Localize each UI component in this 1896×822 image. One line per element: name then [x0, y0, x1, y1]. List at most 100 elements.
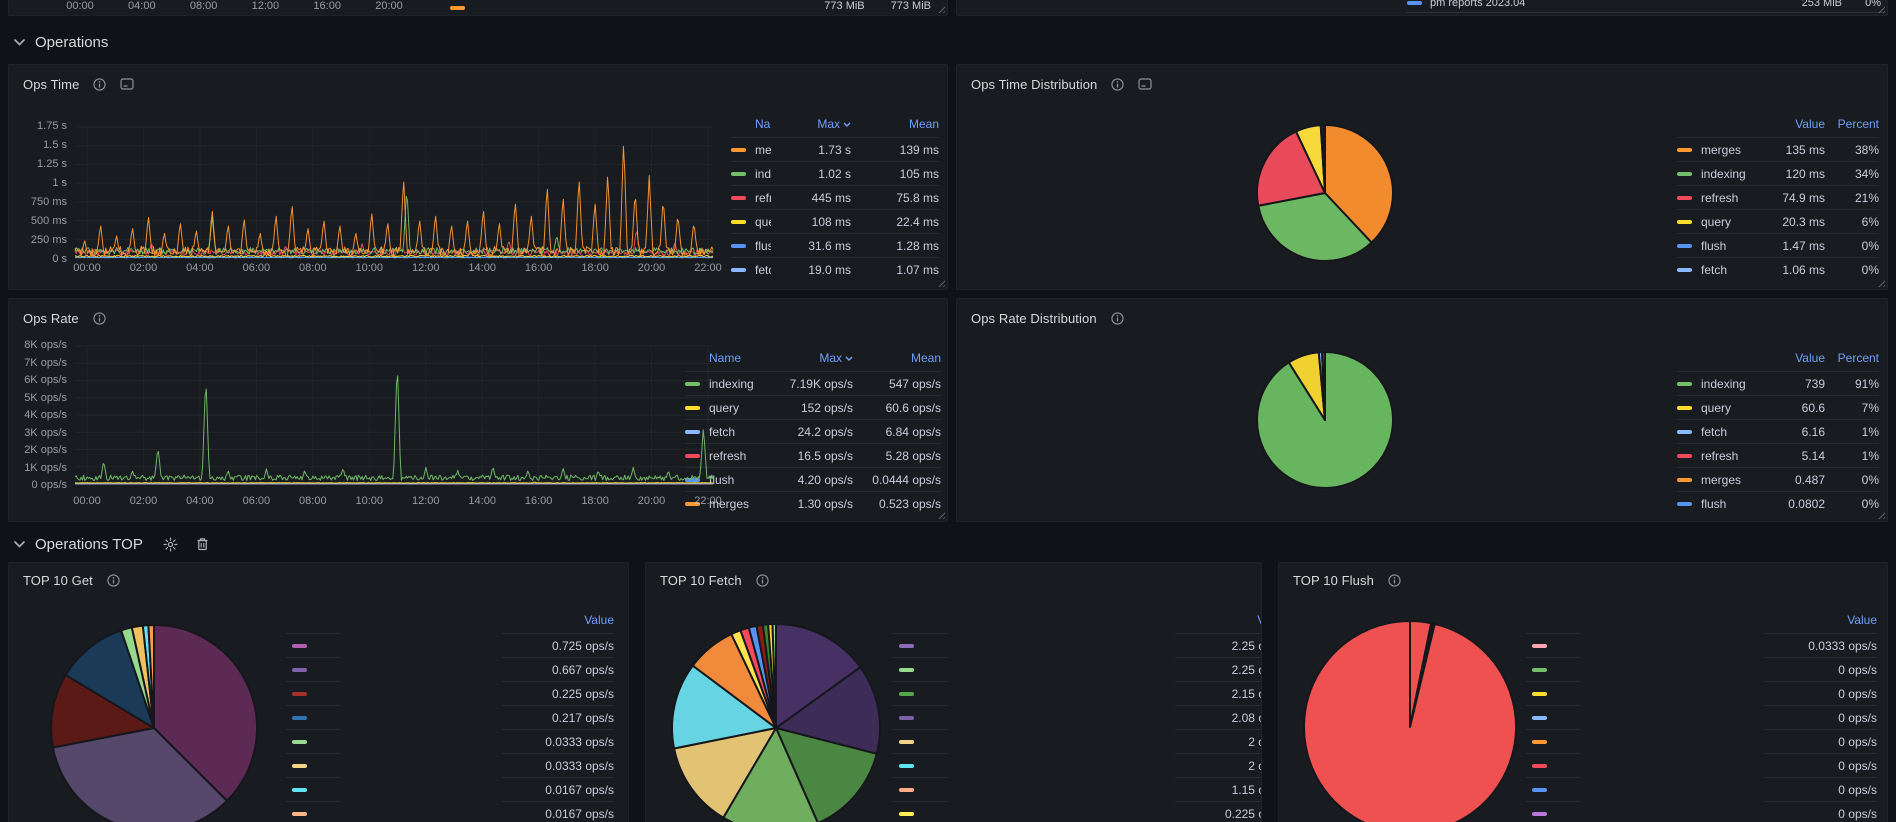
panel-title[interactable]: TOP 10 Flush: [1293, 572, 1374, 588]
legend-dash: [1677, 219, 1692, 224]
legend-header-value[interactable]: Value: [584, 613, 614, 627]
legend-dash: [899, 739, 914, 744]
legend-series-name[interactable]: flush: [755, 238, 771, 253]
legend-series-name[interactable]: fetch: [709, 424, 736, 439]
axis-tick-label: 04:00: [186, 262, 214, 274]
legend-header-row: Value: [893, 607, 1261, 633]
legend-series-name[interactable]: indexing: [755, 166, 771, 181]
legend-series-name[interactable]: query: [1701, 214, 1732, 229]
legend-percent: 7%: [1861, 400, 1879, 415]
legend-header-value[interactable]: Value: [1795, 351, 1825, 365]
panel-resize-handle[interactable]: [936, 510, 945, 519]
legend-series-name[interactable]: fetch: [755, 262, 771, 277]
info-icon[interactable]: [1388, 573, 1401, 587]
legend-series-name[interactable]: query: [1701, 400, 1732, 415]
legend-series-name[interactable]: merges: [755, 142, 771, 157]
legend-mean-value: 6.84 ops/s: [885, 424, 941, 439]
row-header-operations[interactable]: Operations: [0, 22, 514, 62]
legend-series-name[interactable]: refresh: [709, 448, 747, 463]
legend-header-row: Name Max Mean: [685, 345, 941, 371]
info-icon[interactable]: [756, 573, 769, 587]
legend-value: 2.25 ops/s: [1175, 657, 1261, 681]
panel-title[interactable]: TOP 10 Get: [23, 572, 93, 588]
legend-value: 0.487: [1794, 472, 1825, 487]
info-icon[interactable]: [107, 573, 120, 587]
panel-title[interactable]: Ops Rate Distribution: [971, 310, 1097, 326]
panel-title[interactable]: TOP 10 Fetch: [660, 572, 742, 588]
legend-max-value: 7.19K ops/s: [789, 376, 853, 391]
legend-header-max[interactable]: Max: [771, 117, 851, 131]
legend-row: indexing 120 ms 34%: [1677, 161, 1879, 185]
legend-header-name[interactable]: Name: [755, 117, 771, 131]
legend-header-max[interactable]: Max: [773, 351, 853, 365]
legend-header-percent[interactable]: Percent: [1837, 351, 1879, 365]
legend-series-name[interactable]: refresh: [1701, 190, 1739, 205]
top10-fetch-pie[interactable]: [646, 563, 1262, 822]
panel-resize-handle[interactable]: [936, 4, 945, 13]
legend-max-value: 445 ms: [811, 190, 851, 205]
axis-tick-label: 18:00: [581, 262, 609, 274]
panel-resize-handle[interactable]: [1876, 278, 1885, 287]
gear-icon[interactable]: [163, 537, 178, 552]
info-icon[interactable]: [93, 77, 107, 91]
legend-series-name[interactable]: indexing: [1701, 376, 1746, 391]
ops-rate-chart[interactable]: [9, 299, 948, 522]
legend-header-mean[interactable]: Mean: [908, 117, 939, 131]
legend-series-name[interactable]: merges: [1701, 142, 1742, 157]
legend-row: refresh 16.5 ops/s 5.28 ops/s: [685, 443, 941, 467]
legend-dash: [731, 267, 746, 272]
stat-value: 773 MiB: [824, 0, 865, 12]
panel-resize-handle[interactable]: [1876, 4, 1885, 13]
info-icon[interactable]: [93, 311, 106, 325]
legend-dash: [685, 381, 700, 386]
panel-title[interactable]: Ops Time Distribution: [971, 76, 1098, 92]
info-icon[interactable]: [1111, 311, 1124, 325]
legend-series-name[interactable]: merges: [709, 496, 750, 511]
legend-header-value[interactable]: Value: [1847, 613, 1877, 627]
legend-header-name[interactable]: Name: [709, 351, 742, 365]
top10-get-pie[interactable]: [9, 563, 629, 822]
row-title[interactable]: Operations: [35, 33, 109, 51]
legend-series-name[interactable]: query: [709, 400, 740, 415]
axis-tick-label: 2K ops/s: [24, 444, 67, 456]
legend-series-name[interactable]: merges: [1701, 472, 1742, 487]
info-icon[interactable]: [1111, 77, 1125, 91]
legend-header-value[interactable]: Value: [1795, 117, 1825, 131]
legend-series-name[interactable]: indexing: [709, 376, 754, 391]
panel-resize-handle[interactable]: [936, 278, 945, 287]
legend-header-percent[interactable]: Percent: [1837, 117, 1879, 131]
ops-time-chart[interactable]: [9, 65, 948, 290]
panel-title[interactable]: Ops Rate: [23, 310, 79, 326]
legend-header-mean[interactable]: Mean: [910, 351, 941, 365]
legend-series-name[interactable]: flush: [1701, 496, 1727, 511]
chevron-down-icon[interactable]: [14, 540, 25, 548]
legend-series-name[interactable]: fetch: [1701, 262, 1728, 277]
row-header-operations-top[interactable]: Operations TOP: [0, 526, 514, 562]
legend-series-name[interactable]: query: [755, 214, 771, 229]
legend-dash: [899, 787, 914, 792]
panel-resize-handle[interactable]: [1876, 510, 1885, 519]
panel-title[interactable]: Ops Time: [23, 76, 80, 92]
row-title[interactable]: Operations TOP: [35, 535, 143, 553]
chevron-down-icon[interactable]: [14, 38, 25, 46]
axis-tick-label: 08:00: [299, 495, 327, 507]
legend-header-value[interactable]: Value: [1175, 607, 1261, 633]
legend-series-name[interactable]: fetch: [1701, 424, 1728, 439]
legend-dash: [1532, 667, 1547, 672]
axis-tick-label: 06:00: [242, 495, 271, 507]
panel-links-icon[interactable]: [1138, 78, 1152, 90]
top10-flush-pie[interactable]: [1279, 563, 1888, 822]
axis-tick-label: 14:00: [468, 495, 496, 507]
legend-max-value: 152 ops/s: [800, 400, 853, 415]
top-strip-legend-item[interactable]: pm reports 2023.04: [1407, 0, 1525, 9]
legend-series-name[interactable]: refresh: [1701, 448, 1739, 463]
legend-series-name[interactable]: flush: [709, 472, 735, 487]
trash-icon[interactable]: [196, 537, 209, 551]
panel-links-icon[interactable]: [120, 78, 135, 90]
legend-series-name[interactable]: refresh: [755, 190, 771, 205]
legend-series-name[interactable]: indexing: [1701, 166, 1746, 181]
legend-series-label[interactable]: pm reports 2023.04: [1430, 0, 1526, 9]
legend-series-name[interactable]: flush: [1701, 238, 1727, 253]
ops-time-distribution-pie[interactable]: [957, 65, 1888, 290]
ops-rate-distribution-pie[interactable]: [957, 299, 1888, 522]
